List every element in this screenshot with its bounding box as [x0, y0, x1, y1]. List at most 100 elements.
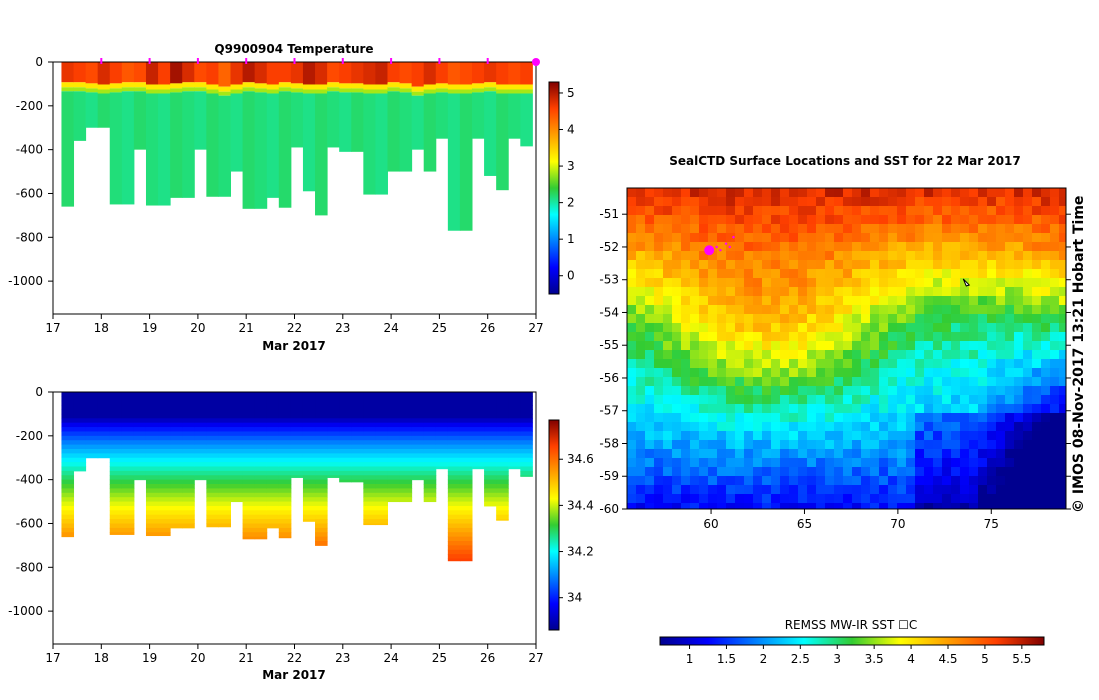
salinity-cell	[423, 396, 437, 402]
sst-cell	[897, 386, 907, 396]
salinity-cell	[145, 519, 159, 524]
sst-cell	[852, 395, 862, 405]
sst-cell	[699, 251, 709, 261]
salinity-cell	[447, 400, 461, 406]
sst-cell	[861, 305, 871, 315]
salinity-cell	[182, 427, 195, 432]
temperature-cell	[508, 93, 521, 139]
sst-cell	[717, 467, 727, 477]
sst-cell	[1032, 485, 1042, 495]
salinity-cell	[278, 453, 292, 459]
sst-colorbar-tick-label: 1	[686, 652, 694, 666]
salinity-cell	[363, 400, 376, 406]
salinity-cell	[278, 510, 292, 516]
sst-cell	[816, 242, 826, 252]
sst-cell	[870, 476, 880, 486]
temperature-cell	[351, 83, 364, 89]
salinity-cell	[61, 492, 75, 498]
sst-cell	[681, 359, 691, 369]
sst-cell	[1050, 503, 1060, 509]
sst-cell	[726, 197, 736, 207]
sst-cell	[933, 467, 943, 477]
salinity-cell	[520, 422, 533, 428]
sst-cell	[735, 395, 745, 405]
sst-cell	[888, 242, 898, 252]
sst-cell	[681, 206, 691, 216]
sst-cell	[942, 449, 952, 459]
salinity-cell	[85, 392, 99, 397]
sst-cell	[1059, 323, 1066, 333]
sst-cell	[645, 197, 655, 207]
sst-cell	[933, 413, 943, 423]
sst-cell	[969, 197, 979, 207]
salinity-cell	[351, 479, 364, 483]
salinity-cell	[472, 413, 485, 419]
sst-cell	[753, 440, 763, 450]
sst-cell	[807, 386, 817, 396]
sst-cell	[897, 296, 907, 306]
sst-cell	[834, 440, 844, 450]
salinity-cell	[447, 519, 461, 524]
sst-cell	[879, 332, 889, 342]
salinity-cell	[375, 448, 388, 454]
salinity-cell	[170, 418, 183, 424]
map-x-tick-label: 60	[703, 517, 718, 531]
salinity-cell	[182, 444, 195, 450]
salinity-cell	[351, 435, 364, 441]
sst-cell	[762, 467, 772, 477]
sst-cell	[825, 458, 835, 468]
sst-cell	[1005, 350, 1015, 360]
sst-cell	[915, 269, 925, 279]
salinity-cell	[484, 413, 497, 419]
sst-cell	[843, 251, 853, 261]
sst-cell	[852, 341, 862, 351]
sst-cell	[987, 224, 997, 234]
salinity-cell	[302, 440, 316, 446]
sst-cell	[654, 368, 664, 378]
sst-cell	[915, 287, 925, 297]
sst-cell	[951, 314, 961, 324]
sst-cell	[807, 314, 817, 324]
sst-cell	[762, 485, 772, 495]
salinity-cell	[182, 475, 195, 481]
sst-cell	[1005, 431, 1015, 441]
temperature-cell	[170, 62, 183, 84]
sst-cell	[843, 377, 853, 387]
salinity-cell	[508, 448, 521, 454]
salinity-cell	[339, 400, 352, 406]
salinity-cell	[315, 492, 328, 498]
sst-cell	[708, 215, 718, 225]
sst-cell	[906, 251, 916, 261]
sst-cell	[888, 368, 898, 378]
salinity-cell	[484, 457, 497, 463]
sst-cell	[708, 197, 718, 207]
salinity-cell	[472, 405, 485, 411]
sst-cell	[735, 458, 745, 468]
temperature-cell	[109, 83, 123, 89]
salinity-cell	[206, 400, 219, 406]
salinity-cell	[278, 514, 292, 520]
salinity-cell	[423, 497, 437, 503]
sst-cell	[969, 440, 979, 450]
sst-cell	[915, 206, 925, 216]
sst-cell	[789, 251, 799, 261]
sst-cell	[654, 386, 664, 396]
sst-cell	[1050, 449, 1060, 459]
sst-cell	[708, 206, 718, 216]
salinity-cell	[85, 418, 99, 424]
salinity-cell	[266, 466, 280, 472]
sst-cell	[1023, 206, 1033, 216]
salinity-cell	[423, 479, 437, 485]
sst-cell	[780, 404, 790, 414]
sst-cell	[834, 323, 844, 333]
sst-cell	[951, 485, 961, 495]
sst-cell	[816, 197, 826, 207]
x-tick-label: 17	[45, 321, 60, 335]
salinity-cell	[459, 514, 473, 520]
sst-cell	[762, 215, 772, 225]
sst-cell	[825, 233, 835, 243]
sst-cell	[834, 224, 844, 234]
sst-cell	[816, 287, 826, 297]
salinity-cell	[121, 440, 135, 446]
sst-cell	[627, 323, 637, 333]
